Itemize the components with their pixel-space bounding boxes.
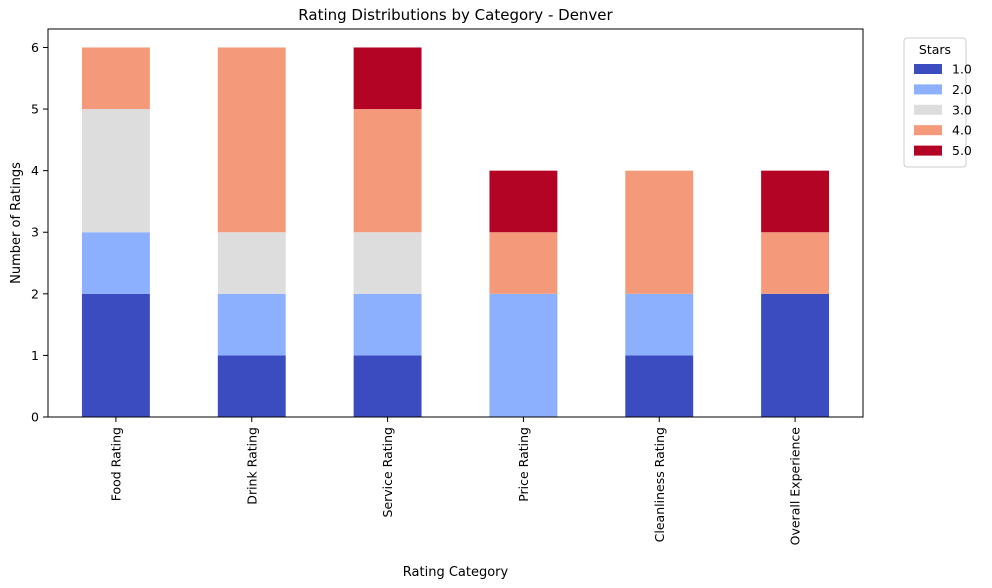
bar-price-rating-stars-4-0: [489, 232, 558, 294]
legend-swatch: [914, 104, 942, 115]
x-tick-label: Price Rating: [516, 427, 531, 502]
x-tick-label: Drink Rating: [244, 427, 259, 505]
legend-title: Stars: [919, 42, 951, 57]
legend-label: 5.0: [952, 143, 972, 158]
bar-service-rating-stars-2-0: [353, 293, 422, 356]
legend-label: 3.0: [952, 102, 972, 117]
x-tick-label: Cleanliness Rating: [652, 427, 667, 542]
bar-food-rating-stars-3-0: [81, 109, 150, 233]
bar-overall-experience-stars-1-0: [761, 293, 830, 417]
bar-cleanliness-rating-stars-1-0: [625, 355, 694, 417]
bar-price-rating-stars-2-0: [489, 293, 558, 417]
legend-swatch: [914, 145, 942, 156]
legend-swatch: [914, 84, 942, 95]
y-tick-label: 3: [31, 225, 39, 240]
legend-label: 1.0: [952, 62, 972, 77]
y-tick-label: 6: [31, 40, 39, 55]
x-tick-label: Food Rating: [108, 427, 123, 501]
bar-cleanliness-rating-stars-4-0: [625, 170, 694, 294]
bar-service-rating-stars-4-0: [353, 109, 422, 233]
legend-label: 4.0: [952, 123, 972, 138]
bar-drink-rating-stars-1-0: [217, 355, 286, 417]
plot-frame: [47, 28, 864, 418]
x-tick-label: Service Rating: [380, 427, 395, 517]
y-tick-label: 1: [31, 348, 39, 363]
y-tick-label: 2: [31, 286, 39, 301]
bars-group: [81, 47, 830, 417]
y-tick-label: 0: [31, 410, 39, 425]
bar-drink-rating-stars-4-0: [217, 47, 286, 233]
bar-food-rating-stars-2-0: [81, 232, 150, 294]
bar-overall-experience-stars-4-0: [761, 232, 830, 294]
legend-label: 2.0: [952, 82, 972, 97]
bar-service-rating-stars-1-0: [353, 355, 422, 417]
chart-title: Rating Distributions by Category - Denve…: [298, 6, 613, 24]
y-tick-label: 4: [31, 163, 39, 178]
legend: Stars 1.0 2.0 3.0 4.0 5.0: [903, 37, 972, 168]
bar-food-rating-stars-4-0: [81, 47, 150, 110]
legend-swatch: [914, 125, 942, 136]
bar-service-rating-stars-5-0: [353, 47, 422, 110]
y-tick-label: 5: [31, 102, 39, 117]
bar-cleanliness-rating-stars-2-0: [625, 293, 694, 356]
legend-items: 1.0 2.0 3.0 4.0 5.0: [914, 62, 972, 158]
bar-service-rating-stars-3-0: [353, 232, 422, 294]
y-axis: 0 1 2 3 4 5 6: [31, 40, 48, 425]
bar-drink-rating-stars-2-0: [217, 293, 286, 356]
legend-swatch: [914, 64, 942, 74]
x-axis-title: Rating Category: [403, 565, 509, 580]
bar-food-rating-stars-1-0: [81, 293, 150, 417]
bar-drink-rating-stars-3-0: [217, 232, 286, 294]
x-tick-label: Overall Experience: [788, 427, 803, 546]
bar-overall-experience-stars-5-0: [761, 170, 830, 233]
y-axis-title: Number of Ratings: [9, 162, 24, 284]
bar-price-rating-stars-5-0: [489, 170, 558, 233]
x-axis: Food Rating Drink Rating Service Rating Pri…: [108, 417, 803, 546]
